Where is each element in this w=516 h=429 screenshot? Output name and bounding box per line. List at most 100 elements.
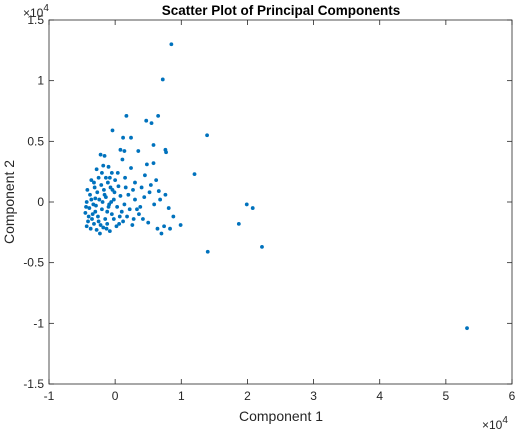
scatter-point	[169, 42, 174, 47]
scatter-point	[250, 206, 255, 210]
scatter-point	[135, 207, 139, 212]
scatter-point	[95, 190, 100, 195]
x-tick-label: 6	[509, 389, 516, 403]
scatter-point	[142, 195, 147, 200]
scatter-point	[111, 197, 116, 202]
x-tick-label: 4	[376, 389, 383, 403]
scatter-point	[116, 184, 121, 189]
scatter-point	[96, 175, 101, 180]
scatter-point	[84, 200, 89, 204]
scatter-point	[205, 133, 209, 138]
scatter-point	[92, 221, 96, 226]
scatter-point	[133, 180, 137, 185]
y-axis-label: Component 2	[1, 160, 17, 244]
scatter-point	[111, 217, 116, 221]
scatter-point	[101, 225, 106, 230]
scatter-point	[139, 185, 144, 190]
scatter-point	[119, 209, 124, 214]
scatter-point	[110, 128, 115, 133]
scatter-point	[85, 187, 90, 192]
x-tick-label: 2	[244, 389, 251, 403]
scatter-point	[149, 121, 154, 126]
scatter-point	[122, 149, 127, 153]
scatter-point	[118, 147, 123, 152]
scatter-point	[137, 212, 141, 217]
scatter-point	[154, 178, 159, 183]
scatter-point	[103, 175, 108, 180]
scatter-point	[156, 189, 161, 193]
scatter-point	[90, 217, 94, 221]
scatter-point	[92, 180, 96, 185]
scatter-point	[101, 187, 106, 192]
scatter-point	[93, 196, 98, 201]
scatter-point	[124, 113, 129, 118]
scatter-point	[125, 214, 129, 219]
scatter-point	[102, 153, 107, 158]
scatter-point	[146, 220, 151, 225]
scatter-point	[89, 178, 94, 183]
scatter-point	[178, 223, 183, 227]
scatter-point	[156, 113, 161, 118]
scatter-point	[105, 209, 110, 214]
data-points	[83, 42, 469, 331]
scatter-point	[109, 170, 114, 175]
scatter-point	[100, 170, 104, 175]
scatter-point	[465, 326, 469, 331]
scatter-point	[130, 223, 135, 227]
y-tick-label: -1.5	[23, 377, 44, 391]
scatter-point	[123, 185, 128, 190]
scatter-point	[192, 172, 197, 176]
y-tick-label: 1.5	[27, 13, 44, 27]
scatter-point	[126, 192, 131, 197]
scatter-point	[107, 229, 112, 234]
scatter-point	[106, 164, 111, 169]
scatter-point	[236, 221, 241, 226]
scatter-point	[147, 190, 152, 195]
scatter-point	[94, 228, 99, 232]
scatter-point	[96, 219, 101, 224]
scatter-point	[86, 219, 90, 224]
scatter-point	[121, 219, 125, 224]
scatter-point	[115, 170, 120, 175]
plot-axes	[48, 19, 513, 385]
scatter-point	[131, 217, 136, 221]
scatter-point	[162, 224, 166, 229]
y-axis-exponent: ×104	[23, 3, 49, 20]
scatter-point	[94, 167, 99, 172]
y-tick-label: 0.5	[27, 134, 44, 148]
scatter-point	[96, 214, 100, 219]
scatter-point	[89, 197, 94, 202]
y-tick-label: -1	[33, 316, 44, 330]
scatter-point	[98, 223, 103, 227]
scatter-point	[171, 214, 176, 219]
scatter-point	[160, 77, 165, 82]
scatter-point	[163, 192, 168, 197]
scatter-point	[168, 226, 172, 231]
chart-title: Scatter Plot of Principal Components	[162, 3, 401, 18]
scatter-point	[87, 206, 92, 210]
scatter-point	[205, 249, 210, 254]
scatter-point	[151, 143, 156, 147]
x-tick-label: -1	[44, 389, 55, 403]
scatter-point	[108, 185, 113, 190]
scatter-point	[159, 231, 164, 236]
scatter-point	[138, 204, 143, 209]
scatter-point	[117, 214, 122, 219]
x-axis-exponent: ×104	[482, 415, 508, 429]
scatter-point	[107, 175, 112, 180]
scatter-point	[98, 152, 103, 157]
scatter-point	[97, 197, 102, 202]
scatter-point	[133, 197, 137, 202]
scatter-point	[83, 211, 88, 215]
x-tick-label: 0	[112, 389, 119, 403]
scatter-point	[144, 118, 149, 123]
scatter-point	[158, 197, 163, 202]
scatter-point	[90, 212, 95, 217]
scatter-point	[122, 202, 127, 207]
scatter-point	[104, 226, 109, 231]
scatter-point	[100, 200, 105, 204]
x-axis-label: Component 1	[239, 408, 323, 424]
scatter-point	[120, 157, 125, 162]
scatter-point	[86, 214, 91, 219]
